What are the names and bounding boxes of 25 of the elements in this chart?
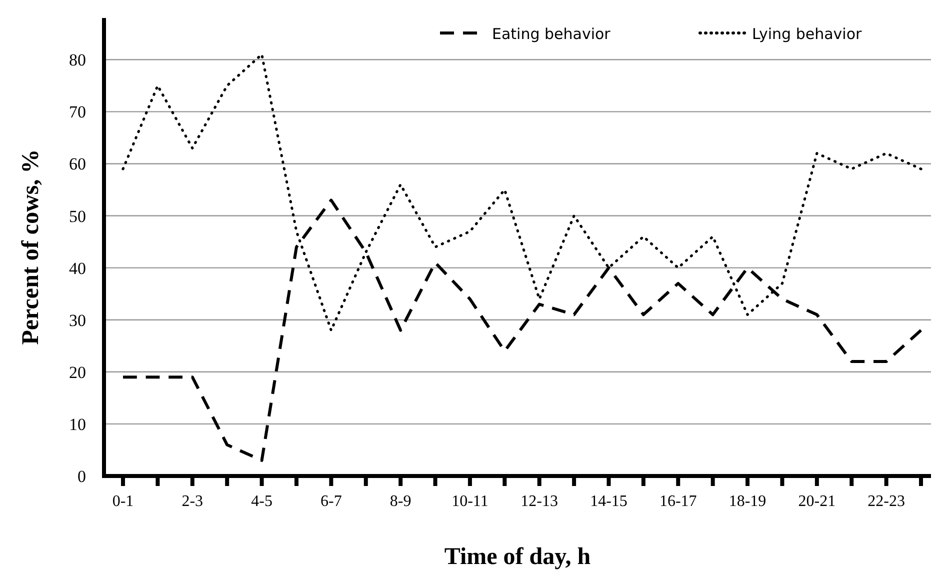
y-tick-label: 30 <box>69 310 86 330</box>
x-tick-label: 6-7 <box>320 493 342 510</box>
x-tick-label: 16-17 <box>659 493 697 510</box>
y-tick-label: 10 <box>69 414 86 434</box>
y-tick-label: 50 <box>69 206 86 226</box>
x-tick-label: 10-11 <box>452 493 488 510</box>
y-tick-label: 70 <box>69 102 86 122</box>
x-tick-label: 20-21 <box>798 493 836 510</box>
x-tick-label: 22-23 <box>868 493 905 510</box>
x-tick-label: 8-9 <box>390 493 412 510</box>
y-tick-label: 0 <box>78 467 86 486</box>
x-tick-label: 2-3 <box>182 493 204 510</box>
y-tick-label: 60 <box>69 154 86 174</box>
x-tick-label: 0-1 <box>112 493 134 510</box>
y-tick-label: 20 <box>69 362 86 382</box>
x-tick-label: 18-19 <box>728 493 766 510</box>
legend-label: Lying behavior <box>752 25 862 43</box>
x-tick-label: 14-15 <box>590 493 628 510</box>
x-tick-label: 4-5 <box>251 493 272 510</box>
legend-label: Eating behavior <box>492 25 612 43</box>
y-axis-title: Percent of cows, % <box>18 149 44 345</box>
y-tick-label: 40 <box>69 258 86 278</box>
y-tick-label: 80 <box>69 50 86 70</box>
x-axis-title: Time of day, h <box>444 544 591 570</box>
x-tick-label: 12-13 <box>520 493 558 510</box>
